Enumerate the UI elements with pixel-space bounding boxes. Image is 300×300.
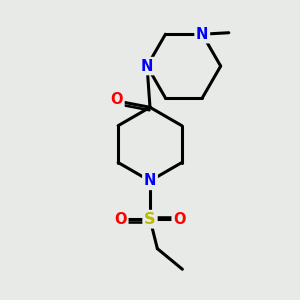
Text: O: O (114, 212, 127, 227)
Text: N: N (141, 58, 153, 74)
Text: O: O (110, 92, 123, 107)
Text: S: S (144, 212, 156, 227)
Text: O: O (173, 212, 186, 227)
Text: N: N (196, 27, 208, 42)
Text: N: N (144, 173, 156, 188)
